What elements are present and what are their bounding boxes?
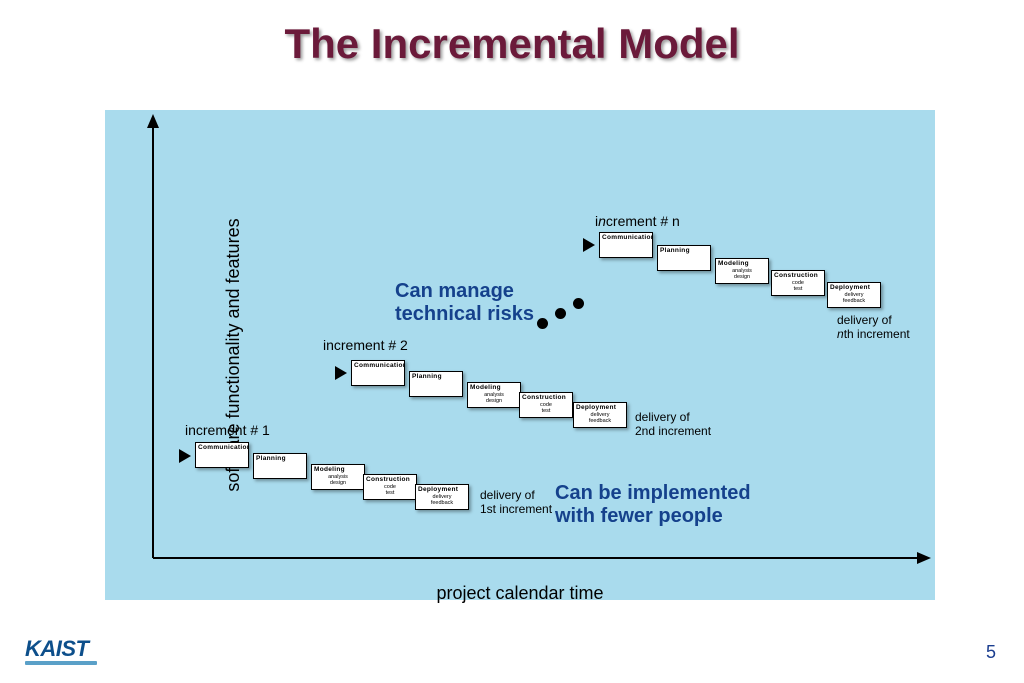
stage-box: Constructioncodetest [519,392,573,418]
delivery-label-1: delivery of1st increment [480,488,552,517]
page-number: 5 [986,642,996,663]
increment-arrow-icon [179,449,191,463]
increment-label-1: increment # 1 [185,422,270,438]
annotation-people: Can be implementedwith fewer people [555,482,751,528]
stage-box: Planning [253,453,307,479]
delivery-label-2: delivery of2nd increment [635,410,711,439]
annotation-risks: Can managetechnical risks [395,280,534,326]
stage-box: Deploymentdeliveryfeedback [415,484,469,510]
stage-box: Modelinganalysisdesign [467,382,521,408]
stage-box: Deploymentdeliveryfeedback [573,402,627,428]
delivery-label-3: delivery ofnth increment [837,313,910,342]
page-title: The Incremental Model [0,0,1024,68]
ellipsis-dot [573,298,584,309]
stage-box: Deploymentdeliveryfeedback [827,282,881,308]
diagram-area: software functionality and features proj… [105,110,935,600]
increment-label-3: increment # n [595,213,680,229]
stage-box: Communication [351,360,405,386]
increment-arrow-icon [335,366,347,380]
stage-box: Planning [409,371,463,397]
footer-logo: KAIST [25,638,97,665]
stage-box: Communication [195,442,249,468]
stage-box: Modelinganalysisdesign [715,258,769,284]
increment-arrow-icon [583,238,595,252]
increment-label-2: increment # 2 [323,337,408,353]
ellipsis-dot [537,318,548,329]
x-axis-label: project calendar time [436,583,603,604]
ellipsis-dot [555,308,566,319]
stage-box: Constructioncodetest [363,474,417,500]
stage-box: Communication [599,232,653,258]
stage-box: Modelinganalysisdesign [311,464,365,490]
stage-box: Planning [657,245,711,271]
stage-box: Constructioncodetest [771,270,825,296]
